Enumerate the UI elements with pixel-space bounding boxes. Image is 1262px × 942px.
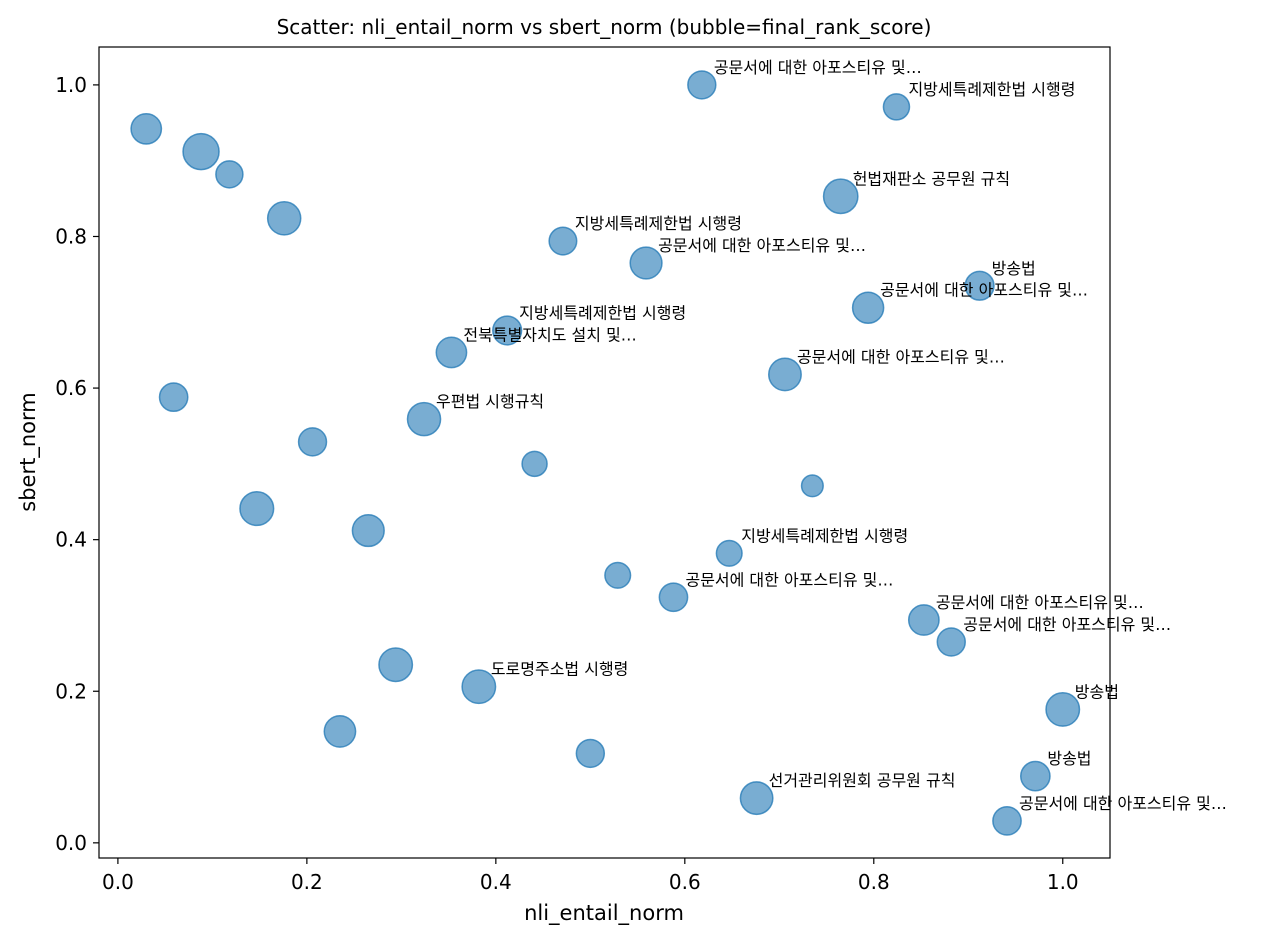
y-tick-label: 0.2 [55,679,87,703]
point-label: 공문서에 대한 아포스티유 및… [1019,794,1227,813]
point-label: 지방세특례제한법 시행령 [741,526,908,545]
data-point [936,627,966,657]
data-point [822,178,859,215]
y-axis-label: sbert_norm [16,392,41,511]
x-tick-label: 0.0 [102,870,134,894]
data-point [297,427,328,457]
y-tick-label: 1.0 [55,73,87,97]
point-label: 공문서에 대한 아포스티유 및… [880,281,1088,300]
x-tick-label: 0.6 [669,870,701,894]
data-point [492,315,523,346]
point-label: 지방세특례제한법 시행령 [908,80,1075,99]
data-point [604,561,632,589]
data-point [266,201,302,236]
data-point [548,226,578,256]
data-point [882,93,911,121]
x-tick-label: 0.4 [480,870,512,894]
data-point [351,513,385,548]
x-tick-label: 1.0 [1047,870,1079,894]
point-label: 지방세특례제한법 시행령 [575,214,742,233]
data-point [182,132,220,171]
data-point [964,270,995,301]
point-label: 공문서에 대한 아포스티유 및… [685,570,893,589]
y-axis: 0.0 0.2 0.4 0.6 0.8 1.0 [55,73,99,855]
data-point [851,291,885,325]
data-point [1019,760,1051,792]
data-point [378,647,414,683]
data-point [130,112,163,145]
x-axis-label: nli_entail_norm [524,901,684,926]
data-point [715,539,743,567]
plot-frame [98,46,1111,859]
data-point [658,582,689,613]
data-point [158,382,189,413]
y-tick-label: 0.0 [55,831,87,855]
point-label: 공문서에 대한 아포스티유 및… [658,236,866,255]
point-label: 방송법 [992,259,1036,278]
point-label: 우편법 시행규칙 [436,392,544,411]
data-point [215,160,244,189]
point-label: 방송법 [1075,682,1119,701]
point-label: 지방세특례제한법 시행령 [519,303,686,322]
point-label: 방송법 [1047,749,1091,768]
x-tick-label: 0.2 [291,870,323,894]
y-tick-label: 0.6 [55,376,87,400]
data-point [239,490,275,527]
data-point [461,669,497,705]
point-label: 선거관리위원회 공무원 규칙 [769,771,956,790]
y-tick-label: 0.8 [55,224,87,248]
data-point [739,781,774,816]
data-point [1045,691,1081,727]
point-label: 도로명주소법 시행령 [491,660,629,679]
bubble-layer [130,70,1081,836]
x-tick-label: 0.8 [858,870,890,894]
data-point [435,336,468,369]
x-axis: 0.0 0.2 0.4 0.6 0.8 1.0 [102,858,1079,894]
point-label: 공문서에 대한 아포스티유 및… [963,615,1171,634]
data-point [323,715,357,748]
point-label: 공문서에 대한 아포스티유 및… [714,58,922,77]
data-point [992,805,1022,836]
chart-title: Scatter: nli_entail_norm vs sbert_norm (… [277,15,932,39]
y-tick-label: 0.4 [55,528,87,552]
data-point [800,474,824,498]
data-point [907,604,940,636]
point-label: 헌법재판소 공무원 규칙 [853,169,1010,188]
data-point [406,401,442,437]
point-label: 공문서에 대한 아포스티유 및… [797,347,1005,366]
data-point [575,738,606,769]
data-point [521,450,548,478]
point-label: 전북특별자치도 설치 및… [463,325,636,344]
point-label: 공문서에 대한 아포스티유 및… [936,593,1144,612]
data-point [768,357,802,392]
data-point [687,70,717,100]
data-point [629,246,663,280]
